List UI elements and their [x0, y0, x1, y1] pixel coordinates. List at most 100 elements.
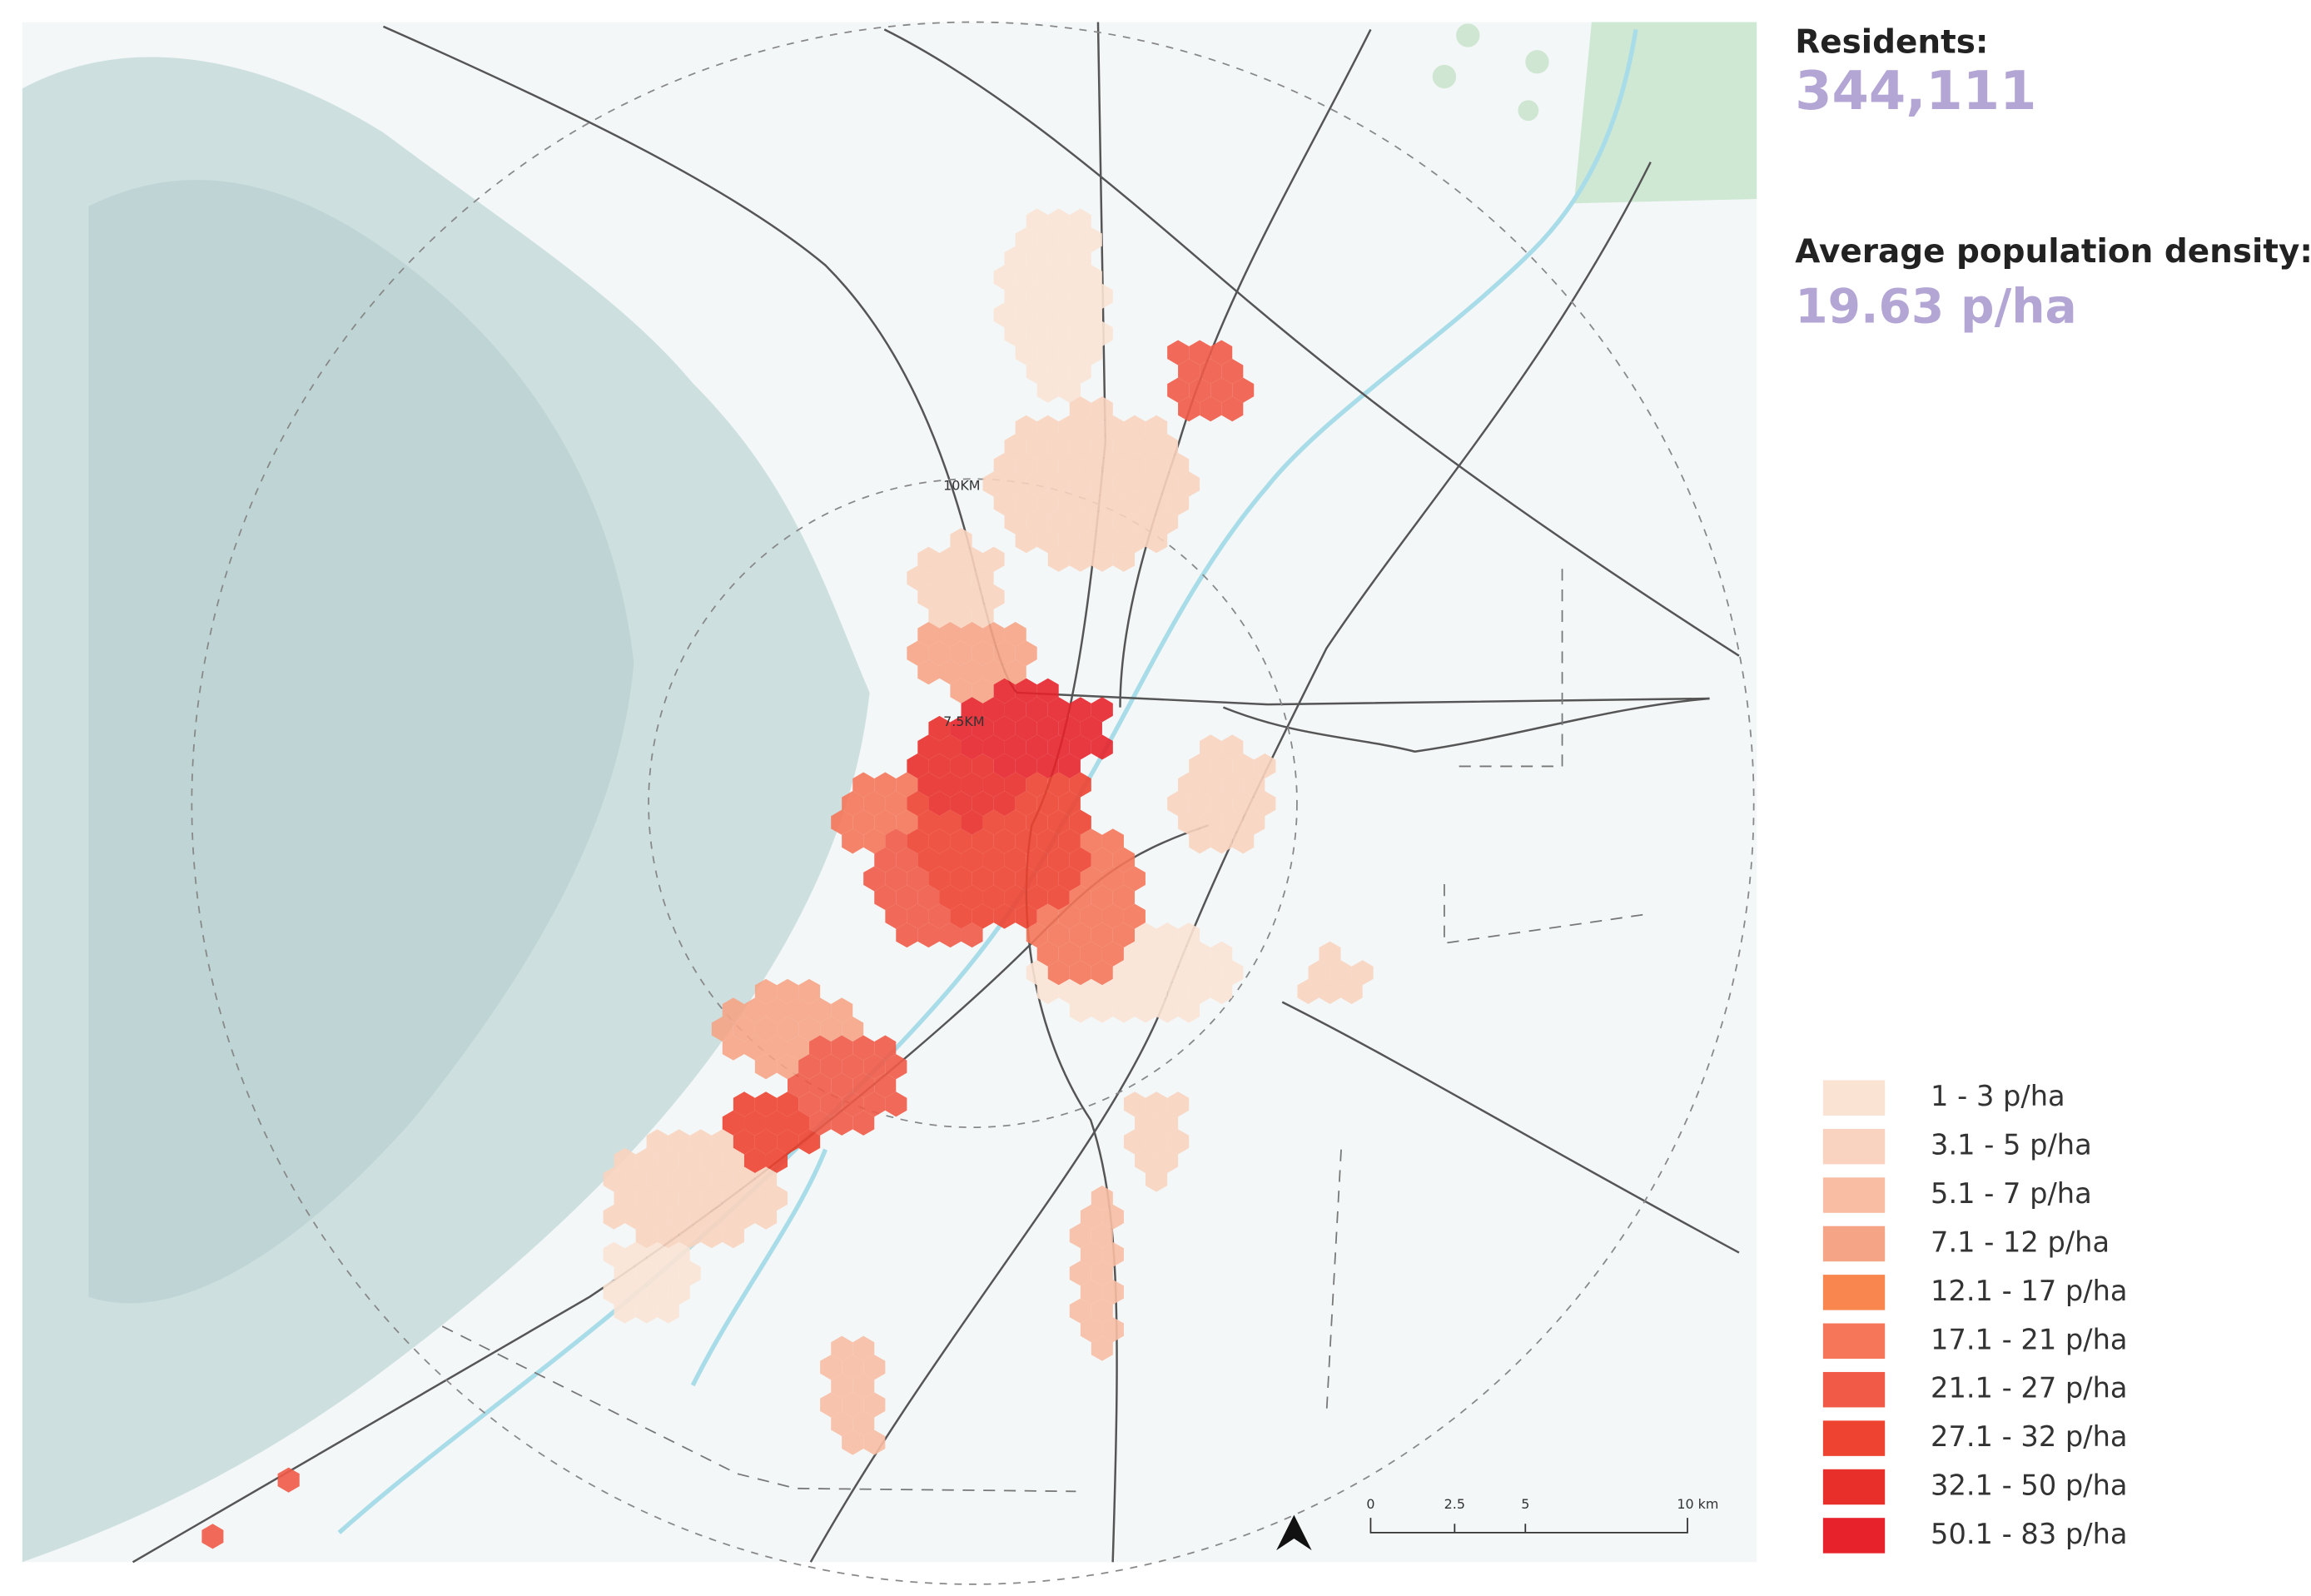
hex — [1069, 809, 1091, 835]
map: 10KM 7.5KM 0 2.5 5 10 km — [22, 21, 1757, 1585]
hex — [917, 734, 940, 760]
hex — [1080, 1317, 1102, 1343]
legend-swatch — [1822, 1226, 1886, 1262]
hex — [863, 866, 886, 892]
hex — [1036, 340, 1059, 365]
hex — [972, 678, 994, 704]
hex — [1123, 903, 1146, 929]
hex — [1189, 828, 1211, 854]
hex — [961, 659, 983, 685]
hex — [657, 1186, 679, 1211]
hex — [1101, 828, 1124, 854]
hex — [201, 1524, 224, 1549]
hex — [1015, 678, 1037, 704]
hex — [831, 1110, 853, 1136]
hex — [917, 847, 940, 873]
park — [1573, 22, 1757, 204]
hex — [1200, 396, 1222, 422]
hex — [1167, 490, 1190, 516]
legend-label: 3.1 - 5 p/ha — [1931, 1129, 2092, 1161]
hex — [1200, 772, 1222, 798]
hex — [722, 1035, 744, 1061]
legend-swatch — [1822, 1469, 1886, 1505]
hex — [972, 828, 994, 854]
hex — [1101, 978, 1124, 1004]
hex — [896, 809, 918, 835]
hex — [852, 809, 875, 835]
hex — [1015, 791, 1037, 817]
hex — [1112, 509, 1136, 534]
hex — [1004, 809, 1026, 835]
hex — [624, 1204, 647, 1230]
hex — [993, 828, 1016, 854]
hex — [777, 1017, 799, 1042]
hex — [743, 997, 766, 1023]
hex — [1091, 1298, 1113, 1324]
density-label: Average population density: — [1795, 233, 2311, 271]
hex — [885, 791, 907, 817]
hex — [668, 1279, 690, 1305]
hex — [1080, 866, 1102, 892]
north-arrow — [1276, 1514, 1312, 1551]
hex — [1036, 415, 1059, 440]
hex — [668, 1241, 690, 1267]
hex — [863, 828, 886, 854]
hex — [1015, 415, 1037, 440]
hex — [1167, 452, 1190, 479]
hex — [1015, 265, 1037, 291]
hex — [1232, 753, 1255, 779]
hex — [1308, 960, 1330, 986]
hex — [961, 621, 983, 648]
hex — [1156, 1147, 1179, 1173]
hex — [1004, 697, 1026, 723]
hex — [982, 697, 1005, 723]
hex — [1047, 772, 1070, 798]
legend-label: 21.1 - 27 p/ha — [1931, 1372, 2127, 1405]
hex — [993, 302, 1016, 328]
hex — [863, 1429, 886, 1455]
hex — [1036, 227, 1059, 253]
hex — [852, 1335, 875, 1361]
hex — [1036, 866, 1059, 892]
hex — [1069, 396, 1091, 422]
hex — [1015, 302, 1037, 328]
hex — [1189, 978, 1211, 1004]
hex — [1069, 283, 1091, 309]
hex — [1210, 753, 1233, 779]
hex — [657, 1223, 679, 1249]
hex — [1058, 490, 1081, 516]
hex — [722, 1147, 744, 1173]
hex — [1178, 922, 1200, 948]
hex — [1047, 359, 1070, 385]
hex — [972, 791, 994, 817]
hex — [939, 546, 962, 572]
hex — [1080, 978, 1102, 1004]
hex — [972, 640, 994, 666]
hex — [1091, 697, 1113, 723]
legend-label: 32.1 - 50 p/ha — [1931, 1469, 2127, 1502]
hex — [689, 1129, 712, 1155]
hex — [972, 565, 994, 591]
hex — [1123, 866, 1146, 892]
hex — [1091, 434, 1113, 460]
hex — [950, 603, 972, 629]
legend: 1 - 3 p/ha 3.1 - 5 p/ha 5.1 - 7 p/ha 7.1 - … — [1822, 1080, 2128, 1554]
hex — [1080, 340, 1102, 365]
hex — [917, 922, 940, 948]
hex — [842, 1355, 864, 1380]
park-dots — [1432, 23, 1549, 122]
hex — [1026, 208, 1048, 234]
hex — [831, 997, 853, 1023]
hex — [1047, 697, 1070, 723]
hex — [1340, 978, 1363, 1004]
hex — [1058, 302, 1081, 328]
hex — [1026, 697, 1048, 723]
hex — [1112, 960, 1136, 986]
scale-bar — [1369, 1518, 1688, 1534]
hex — [1026, 283, 1048, 309]
hex — [1135, 997, 1157, 1023]
hex — [1135, 960, 1157, 986]
hex — [1058, 753, 1081, 779]
hex — [1058, 452, 1081, 479]
hex — [711, 1017, 733, 1042]
